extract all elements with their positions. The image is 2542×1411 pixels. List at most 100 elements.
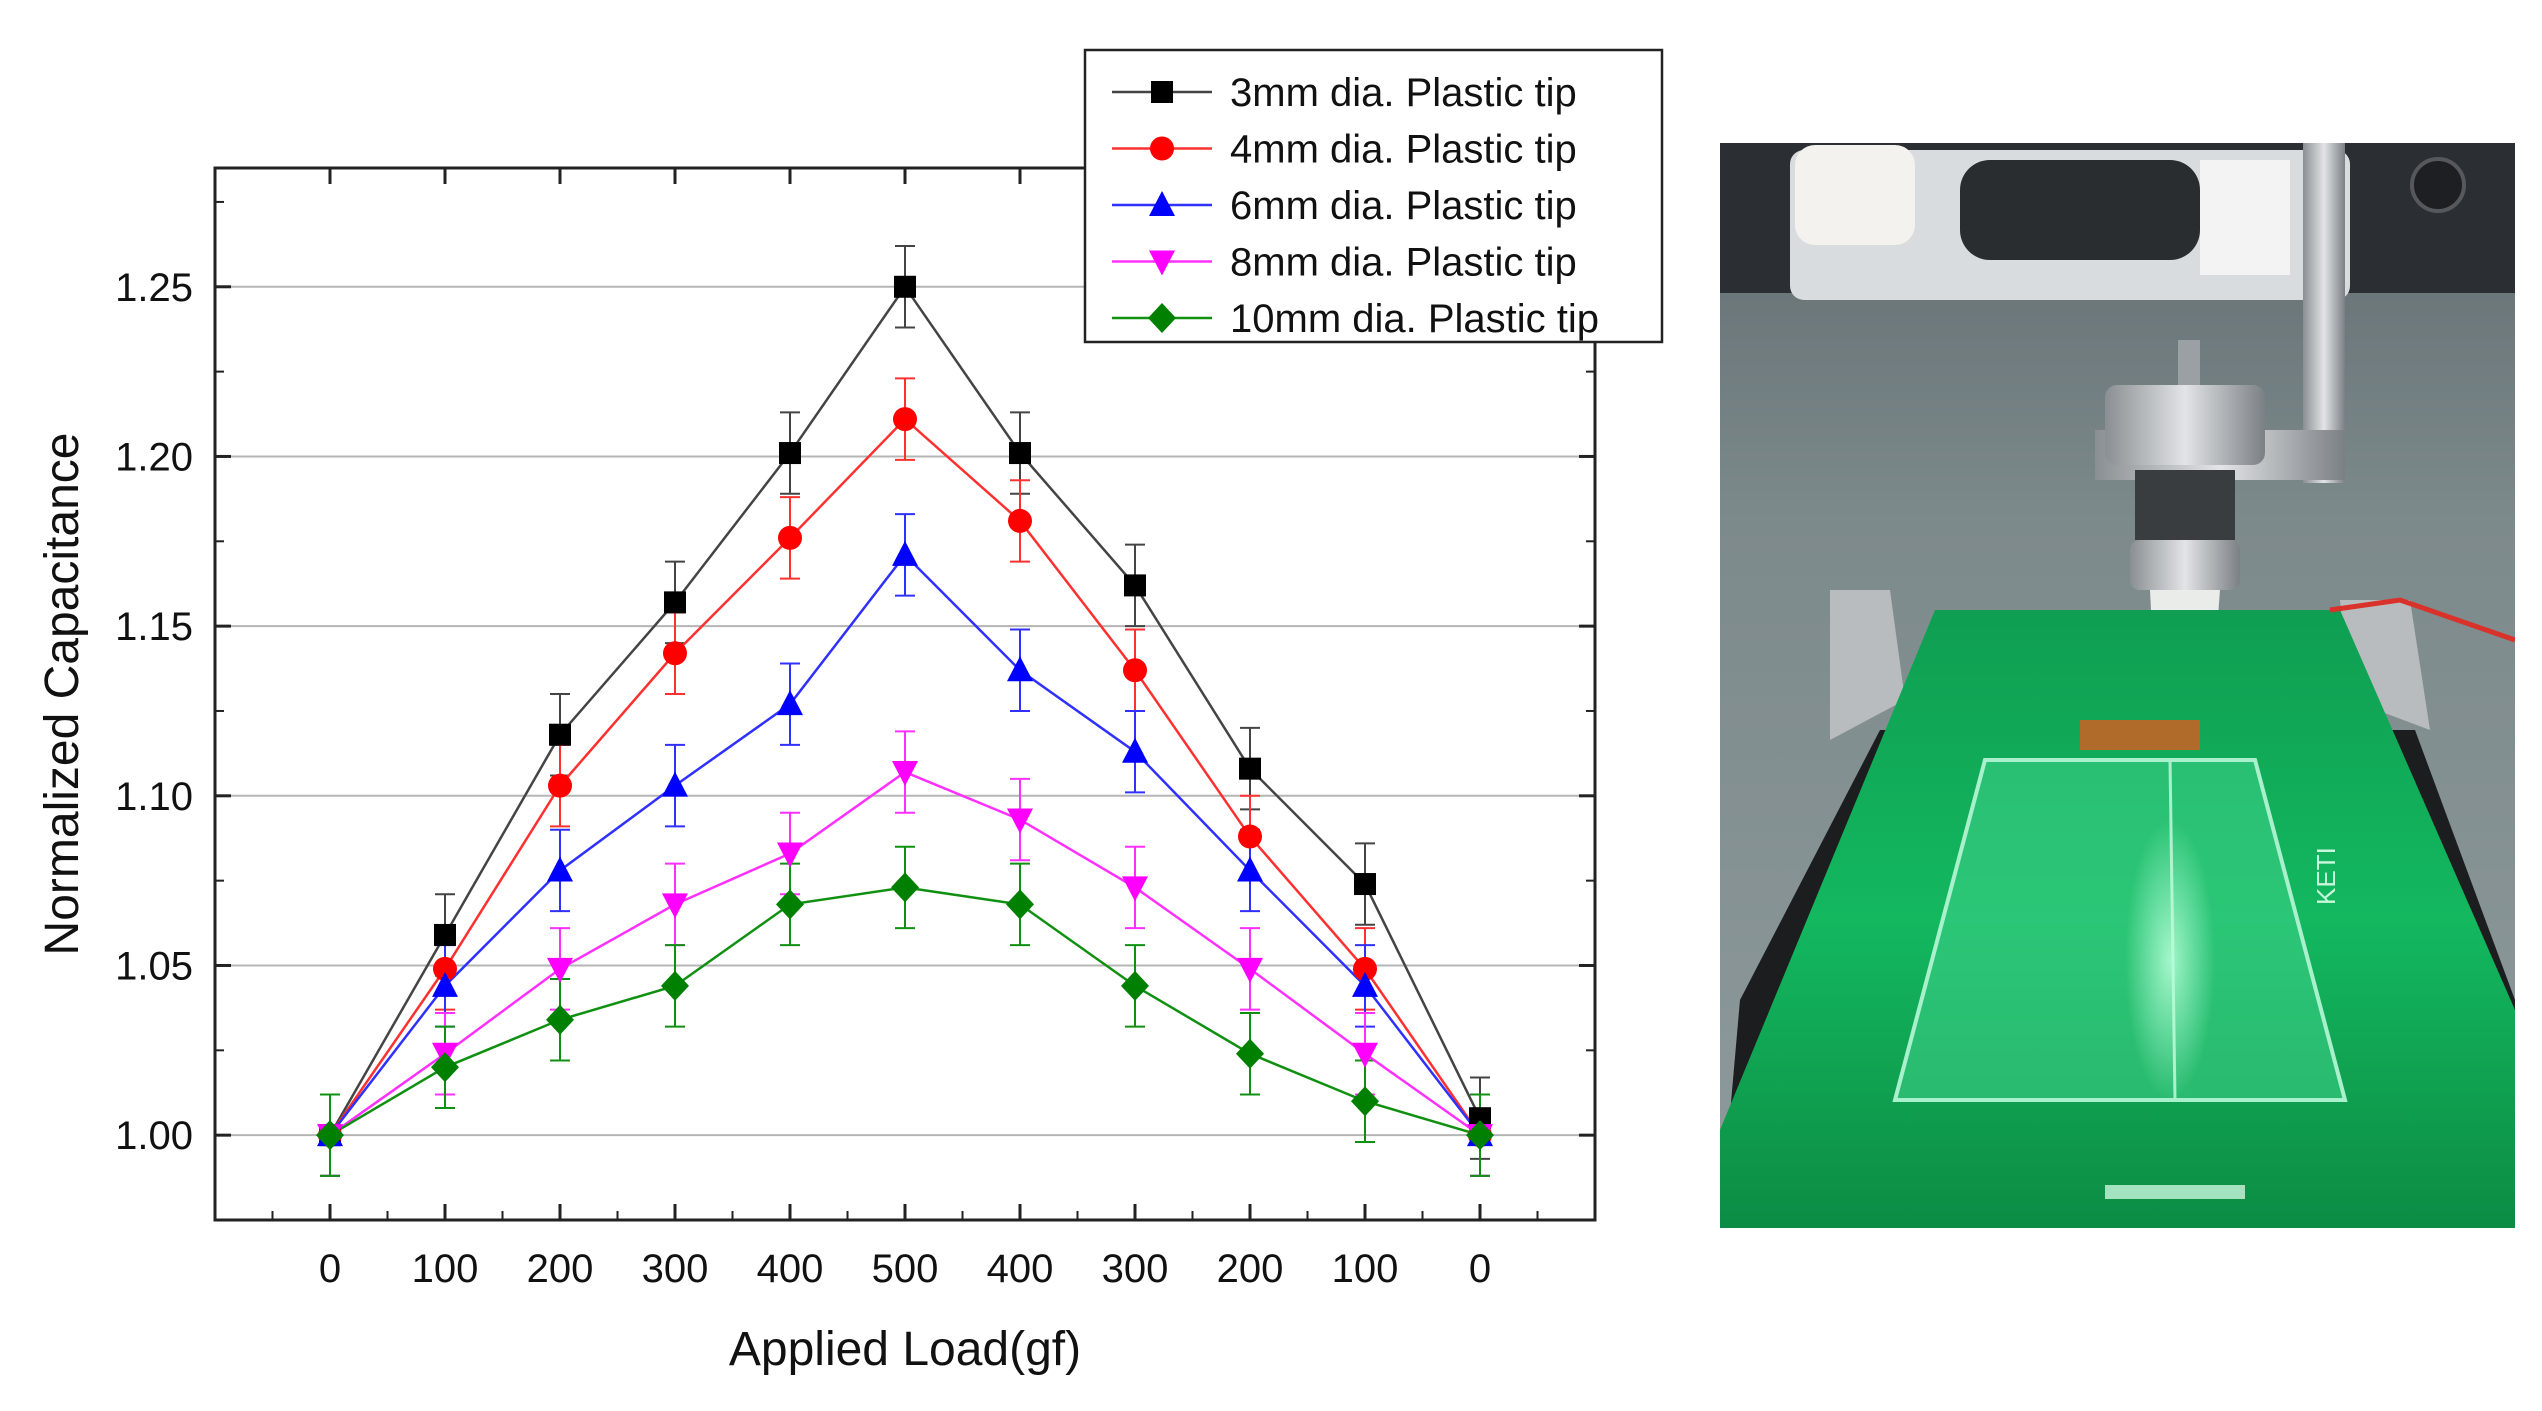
data-point (892, 761, 918, 787)
x-ticks: 0 100 200 300 400 500 400 300 200 100 0 (271, 168, 1539, 1291)
y-tick-label: 1.25 (115, 266, 193, 310)
series-markers (316, 275, 1494, 1151)
data-point (1122, 737, 1148, 763)
photo-load-cell-label (2200, 160, 2290, 275)
data-point (1006, 889, 1034, 920)
y-axis-title: Normalized Capacitance (36, 433, 89, 956)
data-point (316, 1120, 344, 1151)
data-point (547, 856, 573, 882)
data-point (1352, 971, 1378, 997)
legend-item: 6mm dia. Plastic tip (1112, 184, 1577, 228)
data-point (1237, 856, 1263, 882)
legend-label: 6mm dia. Plastic tip (1230, 184, 1577, 228)
data-point (664, 591, 686, 614)
data-point (891, 872, 919, 903)
data-point (1122, 876, 1148, 902)
legend-marker (1151, 81, 1173, 103)
data-point (1008, 508, 1032, 533)
legend-box (1083, 48, 1664, 344)
legend-marker (1149, 191, 1175, 216)
data-point (1007, 656, 1033, 682)
x-tick-label: 400 (757, 1247, 824, 1291)
legend-label: 4mm dia. Plastic tip (1230, 128, 1577, 172)
x-tick-label: 500 (872, 1247, 939, 1291)
photo-probe-head (2105, 385, 2265, 465)
data-point (546, 1004, 574, 1035)
data-point (547, 957, 573, 983)
data-point (661, 970, 689, 1001)
x-tick-label: 200 (527, 1247, 594, 1291)
chart: 0 100 200 300 400 500 400 300 200 100 0 1.00 1.05 1.… (36, 48, 1664, 1376)
photo-left-clamp (1830, 590, 1905, 740)
data-point (1123, 658, 1147, 683)
legend-item: 8mm dia. Plastic tip (1112, 241, 1577, 285)
y-tick-label: 1.20 (115, 435, 193, 479)
x-tick-label: 100 (1332, 1247, 1399, 1291)
photo-knob (2410, 157, 2466, 213)
photo-spring (2135, 470, 2235, 540)
data-point (1469, 1107, 1491, 1130)
y-tick-label: 1.05 (115, 944, 193, 988)
y-tick-label: 1.00 (115, 1114, 193, 1158)
y-ticks: 1.00 1.05 1.10 1.15 1.20 1.25 (115, 200, 1595, 1158)
data-point (776, 889, 804, 920)
legend-label: 8mm dia. Plastic tip (1230, 241, 1577, 285)
data-point (1238, 824, 1262, 849)
photo-load-cell-slot (1960, 160, 2200, 260)
photo-vertical-arm (2303, 143, 2345, 483)
photo-probe-collar (2130, 540, 2240, 590)
photo-cable-wrap (1795, 145, 1915, 245)
data-point (431, 1052, 459, 1083)
x-tick-label: 0 (1469, 1247, 1491, 1291)
photo-board-connector (2080, 720, 2200, 750)
data-point (893, 407, 917, 432)
photo-red-cable (2329, 597, 2515, 643)
data-point (777, 690, 803, 716)
data-point (778, 525, 802, 550)
data-point (779, 442, 801, 465)
data-point (1351, 1086, 1379, 1117)
x-tick-label: 0 (319, 1247, 341, 1291)
data-point (662, 771, 688, 797)
photo-board-label: KETI (2311, 847, 2341, 905)
data-point (1237, 957, 1263, 983)
data-point (1236, 1038, 1264, 1069)
data-point (548, 773, 572, 798)
data-point (1353, 956, 1377, 981)
data-point (662, 893, 688, 919)
series-line (329, 552, 1481, 1136)
data-point (1007, 808, 1033, 834)
legend-label: 10mm dia. Plastic tip (1230, 297, 1599, 341)
data-point (777, 842, 803, 868)
legend-label: 3mm dia. Plastic tip (1230, 71, 1577, 115)
data-point (1466, 1120, 1494, 1151)
x-tick-label: 100 (412, 1247, 479, 1291)
x-tick-label: 300 (1102, 1247, 1169, 1291)
legend-marker (1148, 303, 1176, 333)
data-point (1352, 1042, 1378, 1068)
x-tick-label: 200 (1217, 1247, 1284, 1291)
x-axis-title: Applied Load(gf) (729, 1323, 1081, 1376)
data-point (1121, 970, 1149, 1001)
x-tick-label: 400 (987, 1247, 1054, 1291)
legend-marker (1149, 250, 1175, 276)
legend-item: 4mm dia. Plastic tip (1112, 128, 1577, 172)
legend-item: 3mm dia. Plastic tip (1112, 71, 1577, 115)
data-point (549, 723, 571, 746)
legend-item: 10mm dia. Plastic tip (1112, 297, 1599, 341)
data-point (663, 641, 687, 666)
x-tick-label: 300 (642, 1247, 709, 1291)
legend-marker (1150, 136, 1174, 161)
data-point (433, 956, 457, 981)
legend: 3mm dia. Plastic tip 4mm dia. Plastic tip… (1083, 48, 1664, 344)
photo-tip-glow (2125, 820, 2215, 1100)
data-point (1354, 873, 1376, 896)
data-point (1239, 757, 1261, 780)
error-bars (320, 245, 1490, 1177)
data-point (1124, 574, 1146, 597)
photo-glass-sensor (1892, 758, 2348, 1102)
y-tick-label: 1.10 (115, 775, 193, 819)
data-point (1009, 442, 1031, 465)
data-point (432, 971, 458, 997)
